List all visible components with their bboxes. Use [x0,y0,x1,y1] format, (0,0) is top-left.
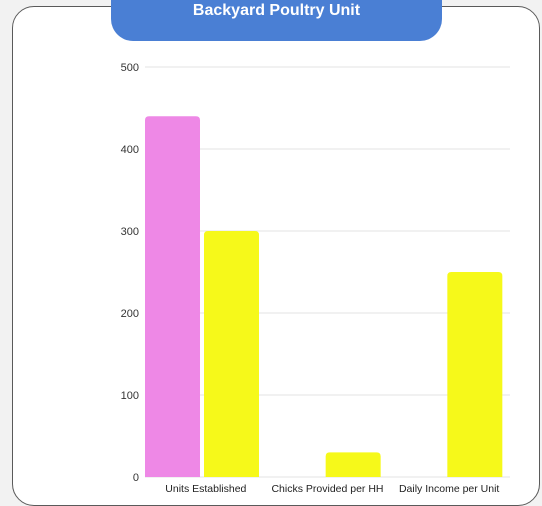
bar-1-series-1 [145,116,200,477]
y-tick-label: 0 [133,472,139,484]
bar-chart: 0 100 200 300 400 500 Units Established Chicks… [121,62,510,494]
y-axis-tick-labels: 0 100 200 300 400 500 [121,62,139,484]
bars [145,116,503,477]
x-category-label: Chicks Provided per HH [271,483,383,494]
x-category-label: Units Established [165,483,246,494]
y-tick-label: 100 [121,390,139,402]
x-category-label: Daily Income per Unit [399,483,499,494]
x-axis-category-labels: Units Established Chicks Provided per HH D… [165,483,499,494]
bar-1-series-2 [204,231,259,477]
bar-2-series-2 [325,452,381,477]
y-tick-label: 400 [121,144,139,156]
bar-3-series-2 [447,272,503,477]
y-tick-label: 200 [121,308,139,320]
chart-title: Backyard Poultry Unit [111,0,442,41]
y-tick-label: 500 [121,62,139,74]
y-tick-label: 300 [121,226,139,238]
